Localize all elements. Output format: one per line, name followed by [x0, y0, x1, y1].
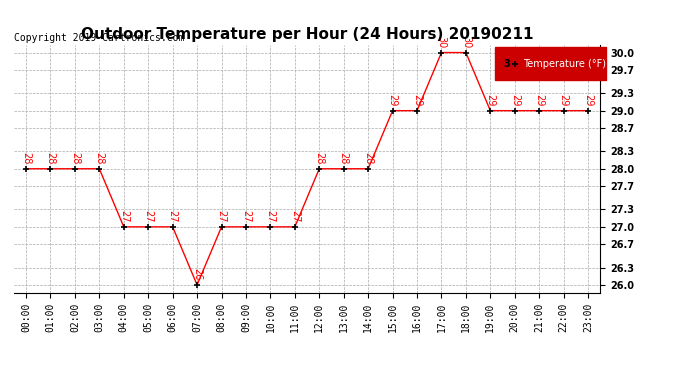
- Text: 26: 26: [192, 268, 202, 281]
- Text: 3: 3: [504, 58, 511, 69]
- Text: 27: 27: [217, 210, 226, 223]
- Text: 27: 27: [290, 210, 300, 223]
- Text: 29: 29: [559, 94, 569, 106]
- Text: 27: 27: [241, 210, 251, 223]
- Text: 28: 28: [363, 152, 373, 165]
- Text: 29: 29: [583, 94, 593, 106]
- Text: 29: 29: [412, 94, 422, 106]
- Text: 28: 28: [70, 152, 80, 165]
- Text: Copyright 2019 Cartronics.com: Copyright 2019 Cartronics.com: [14, 33, 185, 42]
- Text: 28: 28: [46, 152, 55, 165]
- Title: Outdoor Temperature per Hour (24 Hours) 20190211: Outdoor Temperature per Hour (24 Hours) …: [81, 27, 533, 42]
- FancyBboxPatch shape: [495, 48, 606, 80]
- Text: 30: 30: [461, 36, 471, 48]
- Text: 27: 27: [119, 210, 129, 223]
- Text: 28: 28: [339, 152, 348, 165]
- Text: 29: 29: [534, 94, 544, 106]
- Text: 27: 27: [266, 210, 275, 223]
- Text: Temperature (°F): Temperature (°F): [523, 58, 606, 69]
- Text: 30: 30: [437, 36, 446, 48]
- Text: 29: 29: [485, 94, 495, 106]
- Text: 29: 29: [388, 94, 397, 106]
- Text: 28: 28: [314, 152, 324, 165]
- Text: 29: 29: [510, 94, 520, 106]
- Text: 28: 28: [21, 152, 31, 165]
- Text: 28: 28: [95, 152, 104, 165]
- Text: 27: 27: [144, 210, 153, 223]
- Text: 27: 27: [168, 210, 177, 223]
